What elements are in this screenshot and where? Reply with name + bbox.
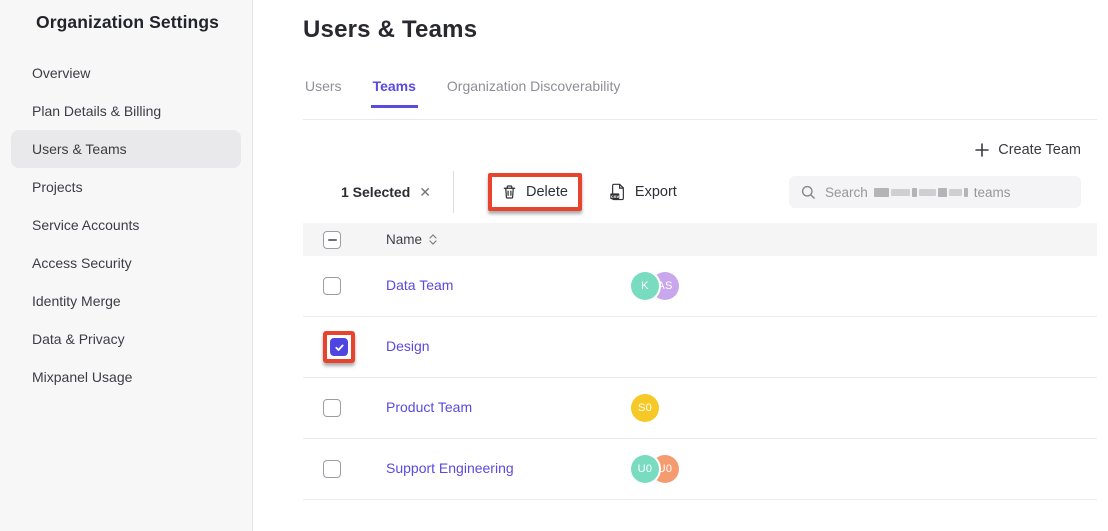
annotation-delete-highlight: Delete xyxy=(488,173,582,211)
clear-selection-icon[interactable]: ✕ xyxy=(419,183,431,200)
search-input[interactable]: Search teams xyxy=(789,176,1081,208)
sidebar-item-label: Plan Details & Billing xyxy=(32,103,162,119)
svg-text:csv: csv xyxy=(611,195,619,200)
table-row: Support Engineering U0 U0 xyxy=(303,439,1097,500)
avatar-group: S0 xyxy=(631,394,1097,422)
tab-bar-divider xyxy=(303,119,1097,120)
sidebar-item-label: Users & Teams xyxy=(32,141,127,157)
sidebar-item-label: Service Accounts xyxy=(32,217,140,233)
row-checkbox[interactable] xyxy=(330,338,348,356)
sort-icon[interactable] xyxy=(429,234,437,245)
sidebar-item-label: Projects xyxy=(32,179,83,195)
sidebar-item-users-teams[interactable]: Users & Teams xyxy=(11,130,241,168)
row-checkbox[interactable] xyxy=(323,277,341,295)
sidebar-item-service-accounts[interactable]: Service Accounts xyxy=(11,206,241,244)
avatar: K xyxy=(631,272,659,300)
search-placeholder: Search teams xyxy=(825,184,1011,200)
sidebar-item-label: Identity Merge xyxy=(32,293,121,309)
delete-button[interactable]: Delete xyxy=(498,180,572,204)
team-name-link[interactable]: Product Team xyxy=(386,399,473,415)
tab-users[interactable]: Users xyxy=(305,78,342,94)
team-name-link[interactable]: Data Team xyxy=(386,277,454,293)
sidebar-nav: Overview Plan Details & Billing Users & … xyxy=(0,54,252,396)
annotation-checkbox-highlight xyxy=(323,277,341,295)
sidebar-title: Organization Settings xyxy=(36,12,219,32)
sidebar-item-label: Access Security xyxy=(32,255,132,271)
tab-bar: Users Teams Organization Discoverability xyxy=(303,78,1081,108)
sidebar-item-plan-details-billing[interactable]: Plan Details & Billing xyxy=(11,92,241,130)
annotation-checkbox-highlight xyxy=(323,331,355,363)
tab-organization-discoverability[interactable]: Organization Discoverability xyxy=(446,78,621,94)
trash-icon xyxy=(503,185,516,199)
table-row: Data Team K AS xyxy=(303,256,1097,317)
export-label: Export xyxy=(634,184,677,200)
sidebar-item-projects[interactable]: Projects xyxy=(11,168,241,206)
sidebar: Organization Settings Overview Plan Deta… xyxy=(0,0,253,531)
delete-label: Delete xyxy=(526,184,568,200)
page-title: Users & Teams xyxy=(303,16,478,43)
create-team-button[interactable]: Create Team xyxy=(975,142,1081,158)
search-icon xyxy=(801,185,815,199)
create-team-label: Create Team xyxy=(998,142,1081,158)
team-name-link[interactable]: Support Engineering xyxy=(386,460,514,476)
row-checkbox[interactable] xyxy=(323,460,341,478)
select-all-checkbox[interactable] xyxy=(323,230,341,249)
csv-file-icon: csv xyxy=(610,183,624,201)
avatar-group: K AS xyxy=(631,272,1097,300)
main-content: Users & Teams Users Teams Organization Dis… xyxy=(253,0,1108,531)
indeterminate-dash-icon xyxy=(327,238,337,241)
selected-count-label: 1 Selected xyxy=(341,184,411,200)
sidebar-item-label: Mixpanel Usage xyxy=(32,369,133,385)
avatar: U0 xyxy=(631,455,659,483)
table-header: Name xyxy=(303,223,1097,256)
selection-toolbar: 1 Selected ✕ Delete csv Expo xyxy=(303,168,1081,216)
plus-icon xyxy=(975,143,990,157)
export-button[interactable]: csv Export xyxy=(609,183,677,201)
avatar: S0 xyxy=(631,394,659,422)
toolbar-divider xyxy=(453,171,454,213)
row-checkbox[interactable] xyxy=(323,399,341,417)
checkmark-icon xyxy=(334,344,344,351)
sidebar-item-access-security[interactable]: Access Security xyxy=(11,244,241,282)
sidebar-item-overview[interactable]: Overview xyxy=(11,54,241,92)
sidebar-item-label: Data & Privacy xyxy=(32,331,125,347)
avatar-group: U0 U0 xyxy=(631,455,1097,483)
tab-teams[interactable]: Teams xyxy=(370,78,418,108)
selected-count: 1 Selected ✕ xyxy=(341,184,431,201)
table-row: Design xyxy=(303,317,1097,378)
redacted-text xyxy=(873,187,968,197)
team-name-link[interactable]: Design xyxy=(386,338,430,354)
sidebar-item-identity-merge[interactable]: Identity Merge xyxy=(11,282,241,320)
sidebar-item-data-privacy[interactable]: Data & Privacy xyxy=(11,320,241,358)
sidebar-item-label: Overview xyxy=(32,65,91,81)
sidebar-item-mixpanel-usage[interactable]: Mixpanel Usage xyxy=(11,358,241,396)
table-body: Data Team K AS Design Product Team S0 xyxy=(303,256,1097,500)
create-team-row: Create Team xyxy=(303,142,1081,158)
table-row: Product Team S0 xyxy=(303,378,1097,439)
name-column-header: Name xyxy=(386,232,423,247)
annotation-checkbox-highlight xyxy=(323,460,341,478)
annotation-checkbox-highlight xyxy=(323,399,341,417)
